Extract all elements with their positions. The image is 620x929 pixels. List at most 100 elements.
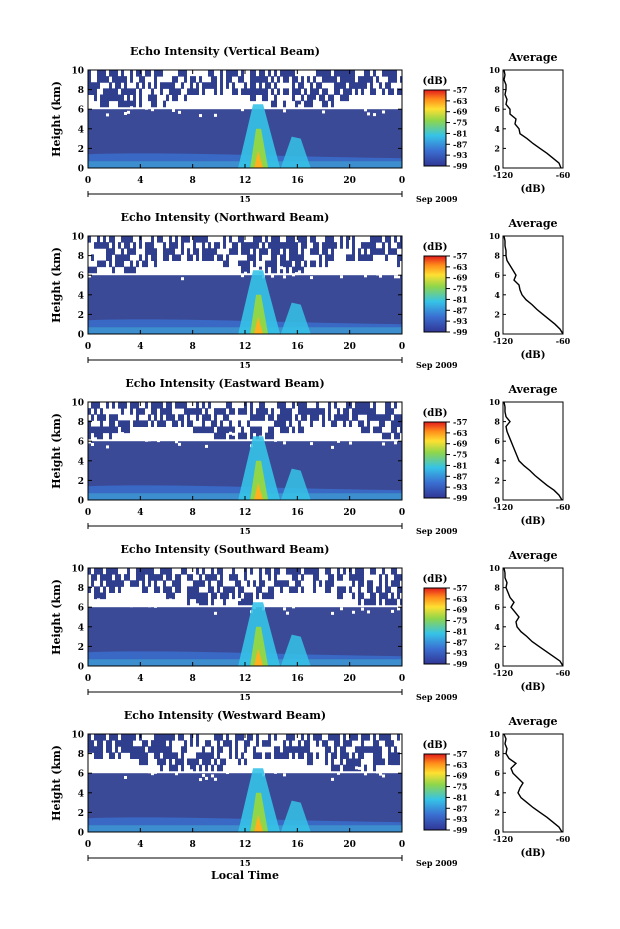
colorbar-tick-label: -57 <box>453 583 467 593</box>
echo-cell <box>193 242 196 249</box>
echo-cell <box>271 408 274 415</box>
echo-cell <box>283 752 286 759</box>
colorbar-tick-label: -57 <box>453 749 467 759</box>
average-frame <box>502 567 564 667</box>
echo-cell <box>211 574 214 581</box>
echo-cell <box>202 598 205 606</box>
echo-cell <box>253 242 256 249</box>
echo-gap <box>337 439 340 443</box>
echo-cell <box>91 426 94 434</box>
echo-cell <box>256 592 259 600</box>
y-tick-label: 4 <box>78 125 84 135</box>
echo-gap <box>202 773 205 777</box>
echo-cell <box>136 82 139 89</box>
echo-cell <box>145 248 148 255</box>
echo-cell <box>205 408 208 415</box>
chart-title: Echo Intensity (Vertical Beam) <box>130 45 320 58</box>
echo-cell <box>205 752 208 759</box>
echo-cell <box>265 248 268 255</box>
echo-cell <box>175 764 178 772</box>
echo-cell <box>310 248 313 255</box>
echo-gap <box>217 597 220 601</box>
echo-cell <box>364 746 367 753</box>
echo-cell <box>217 408 220 415</box>
y-tick-label: 10 <box>71 399 84 409</box>
echo-gap <box>124 775 127 779</box>
y-tick-label: 0 <box>78 497 84 507</box>
echo-cell <box>208 580 211 587</box>
echo-cell <box>103 426 106 434</box>
echo-cell <box>277 414 280 421</box>
echo-cell <box>118 740 121 747</box>
echo-cell <box>205 82 208 89</box>
echo-cell <box>280 420 283 427</box>
echo-gap <box>145 106 148 110</box>
echo-cell <box>400 586 402 593</box>
echo-cell <box>202 254 205 261</box>
echo-cell <box>142 746 145 753</box>
echo-cell <box>115 734 118 741</box>
echo-cell <box>151 88 154 95</box>
echo-cell <box>100 740 103 747</box>
echo-cell <box>316 88 319 95</box>
echo-cell <box>370 254 373 261</box>
echo-cell <box>322 248 325 255</box>
echo-cell <box>217 242 220 249</box>
echo-gap <box>331 445 334 449</box>
echo-cell <box>100 426 103 434</box>
echo-cell <box>169 758 172 766</box>
echo-cell <box>325 88 328 95</box>
echo-gap <box>211 774 214 778</box>
echo-cell <box>349 76 352 83</box>
echo-cell <box>253 426 256 434</box>
echo-cell <box>292 746 295 753</box>
echo-cell <box>400 88 402 95</box>
echo-cell <box>115 76 118 83</box>
echo-cell <box>358 574 361 581</box>
echo-cell <box>151 236 154 243</box>
average-x-tick-label: -120 <box>493 668 513 678</box>
echo-gap <box>283 773 286 777</box>
colorbar-tick-label: -99 <box>453 327 468 337</box>
echo-cell <box>205 254 208 261</box>
echo-cell <box>91 266 94 274</box>
echo-cell <box>205 758 208 766</box>
colorbar-tick-label: -69 <box>453 439 468 449</box>
echo-cell <box>97 426 100 434</box>
echo-cell <box>133 266 136 274</box>
echo-cell <box>274 266 277 274</box>
echo-cell <box>268 568 271 575</box>
echo-cell <box>253 580 256 587</box>
echo-cell <box>274 100 277 108</box>
y-tick-label: 0 <box>78 165 84 175</box>
echo-cell <box>121 402 124 409</box>
echo-cell <box>370 592 373 600</box>
echo-cell <box>139 752 142 759</box>
echo-gap <box>166 101 169 105</box>
echo-cell <box>385 236 388 243</box>
echo-cell <box>163 408 166 415</box>
echo-cell <box>184 408 187 415</box>
x-tick-label: 0 <box>85 176 91 186</box>
echo-cell <box>145 420 148 427</box>
echo-cell <box>199 236 202 243</box>
echo-cell <box>322 740 325 747</box>
echo-cell <box>334 420 337 427</box>
echo-cell <box>178 734 181 741</box>
colorbar-label: (dB) <box>423 740 448 751</box>
echo-cell <box>109 82 112 89</box>
echo-cell <box>283 426 286 434</box>
echo-cell <box>376 746 379 753</box>
echo-cell <box>388 70 391 77</box>
echo-cell <box>214 82 217 89</box>
average-series-line <box>503 733 563 833</box>
echo-cell <box>112 426 115 434</box>
echo-cell <box>223 740 226 747</box>
echo-cell <box>382 248 385 255</box>
echo-cell <box>352 734 355 741</box>
echo-cell <box>181 414 184 421</box>
echo-cell <box>382 568 385 575</box>
echo-gap <box>145 438 148 442</box>
echo-cell <box>274 236 277 243</box>
